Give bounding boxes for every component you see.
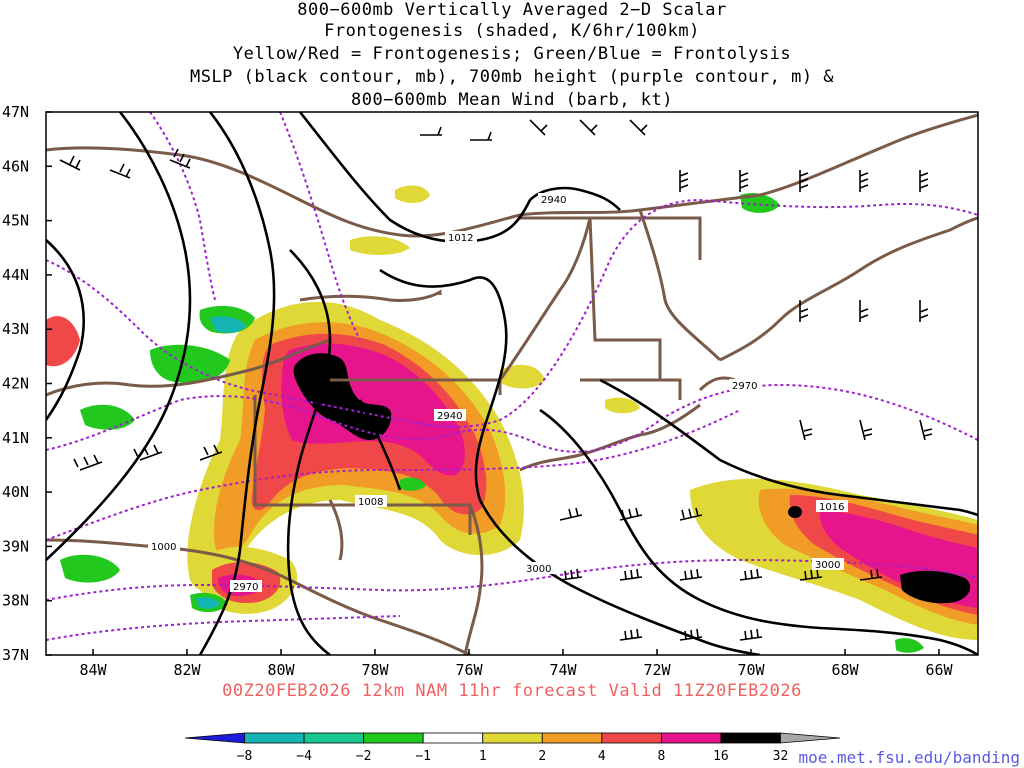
lon-tick-label: 80W [267, 661, 295, 679]
lon-tick-label: 74W [549, 661, 577, 679]
lat-tick-label: 42N [2, 375, 29, 393]
colorbar-tick-label: 4 [598, 749, 606, 764]
colorbar-tick-label: −8 [237, 749, 253, 764]
colorbar-tick-label: 2 [538, 749, 546, 764]
title-line-4: MSLP (black contour, mb), 700mb height (… [189, 67, 835, 87]
lon-tick-label: 72W [643, 661, 671, 679]
credit-link[interactable]: moe.met.fsu.edu/banding [798, 748, 1020, 767]
lon-tick-label: 82W [173, 661, 201, 679]
lon-tick-label: 84W [79, 661, 107, 679]
colorbar-tick-label: 1 [479, 749, 487, 764]
lat-tick-label: 44N [2, 266, 29, 284]
colorbar-swatch [303, 732, 365, 744]
height-label-2940-a: 2940 [541, 195, 566, 206]
mslp-label-1000: 1000 [151, 542, 176, 553]
colorbar-swatch [482, 732, 543, 744]
colorbar-tick-label: −2 [356, 749, 372, 764]
height-label-2970-a: 2970 [233, 582, 258, 593]
colorbar: −8 −4 −2 −1 1 2 4 8 16 32 [184, 732, 841, 764]
lat-tick-label: 41N [2, 429, 29, 447]
lon-tick-label: 70W [737, 661, 765, 679]
contour-labels: 1012 1008 1000 1016 2940 2940 2970 2970 … [148, 193, 848, 593]
wind-barbs [59, 119, 933, 641]
height-label-3000-b: 3000 [815, 560, 840, 571]
lat-tick-label: 46N [2, 157, 29, 175]
colorbar-tick-label: 8 [657, 749, 665, 764]
colorbar-tick-label: −4 [296, 749, 312, 764]
colorbar-tick-label: −1 [415, 749, 431, 764]
title-line-5: 800−600mb Mean Wind (barb, kt) [350, 90, 674, 110]
lon-tick-label: 66W [925, 661, 953, 679]
colorbar-tick-label: 16 [713, 749, 729, 764]
longitude-axis: 84W 82W 80W 78W 76W 74W 72W 70W 68W 66W [79, 649, 954, 679]
height-label-3000-a: 3000 [526, 564, 551, 575]
latitude-axis: 47N 46N 45N 44N 43N 42N 41N 40N 39N 38N 37N [2, 103, 52, 664]
lon-tick-label: 76W [455, 661, 483, 679]
title-line-1: 800−600mb Vertically Averaged 2−D Scalar [297, 0, 727, 20]
colorbar-swatch [780, 732, 841, 744]
colorbar-swatch [720, 732, 781, 744]
colorbar-swatch [541, 732, 603, 744]
colorbar-swatch [184, 732, 245, 744]
valid-time-label: 00Z20FEB2026 12km NAM 11hr forecast Vali… [222, 681, 802, 701]
colorbar-swatch [422, 732, 484, 744]
colorbar-tick-label: 32 [773, 749, 789, 764]
lat-tick-label: 45N [2, 212, 29, 230]
mslp-label-1016: 1016 [819, 502, 844, 513]
colorbar-swatch [601, 732, 662, 744]
height-label-2940-b: 2940 [437, 411, 462, 422]
lon-tick-label: 78W [361, 661, 389, 679]
colorbar-swatch [363, 732, 424, 744]
mslp-contours [46, 112, 978, 655]
lat-tick-label: 37N [2, 646, 29, 664]
colorbar-swatch [244, 732, 305, 744]
lat-tick-label: 47N [2, 103, 29, 121]
lon-tick-label: 68W [831, 661, 859, 679]
title-line-2: Frontogenesis (shaded, K/6hr/100km) [324, 21, 700, 41]
lat-tick-label: 43N [2, 320, 29, 338]
lat-tick-label: 40N [2, 483, 29, 501]
mslp-label-1008: 1008 [358, 497, 383, 508]
lat-tick-label: 39N [2, 537, 29, 555]
title-line-3: Yellow/Red = Frontogenesis; Green/Blue =… [232, 44, 792, 64]
colorbar-swatch [660, 732, 722, 744]
height-label-2970-b: 2970 [732, 381, 757, 392]
lat-tick-label: 38N [2, 592, 29, 610]
height-contours [46, 112, 978, 641]
mslp-label-1012: 1012 [448, 233, 473, 244]
